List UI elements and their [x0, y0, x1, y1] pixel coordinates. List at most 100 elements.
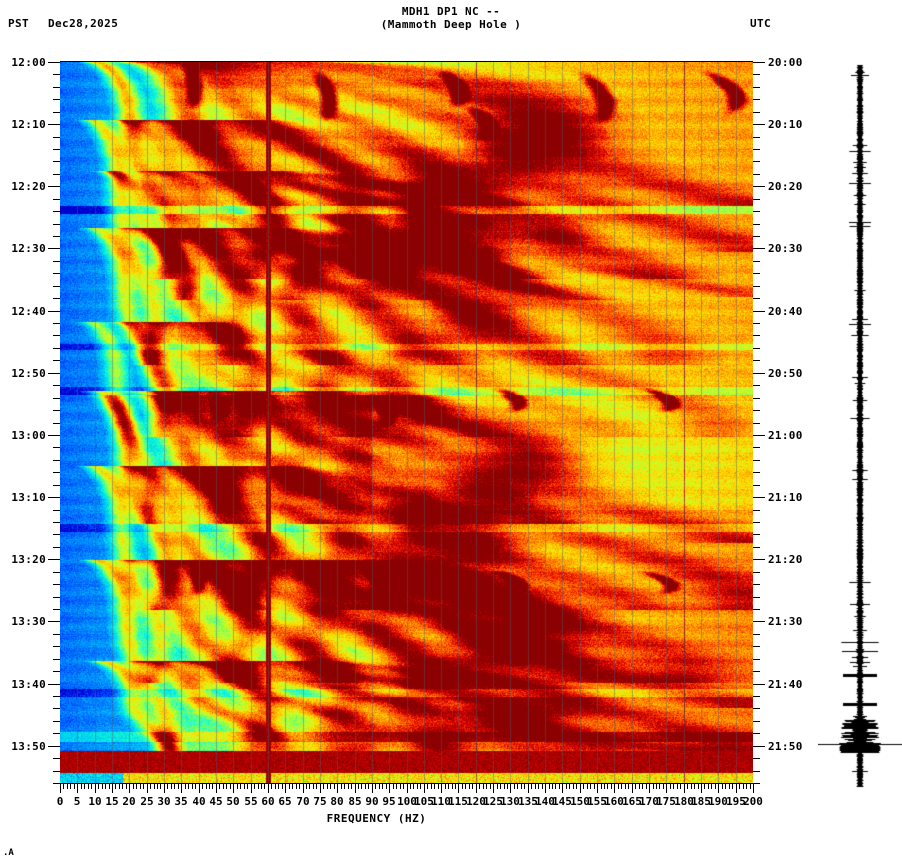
y-axis-left-minor-tick	[53, 360, 60, 361]
y-axis-right-minor-tick	[753, 447, 760, 448]
y-axis-left-major-tick	[48, 746, 60, 747]
x-axis-label: 10	[88, 795, 102, 808]
x-axis-label: 120	[466, 795, 486, 808]
x-axis-minor-tick	[670, 784, 671, 789]
y-axis-left-minor-tick	[53, 696, 60, 697]
x-axis-minor-tick	[348, 784, 349, 789]
x-axis-minor-tick	[351, 784, 352, 789]
x-axis-minor-tick	[375, 784, 376, 789]
x-axis-minor-tick	[479, 784, 480, 789]
x-axis-minor-tick	[611, 784, 612, 789]
y-axis-left-label: 12:50	[11, 367, 46, 380]
x-axis-label: 15	[105, 795, 119, 808]
x-axis-label: 145	[552, 795, 572, 808]
x-axis-major-tick	[666, 784, 667, 793]
y-axis-right-label: 21:50	[768, 740, 803, 753]
x-axis-minor-tick	[306, 784, 307, 789]
y-axis-right-minor-tick	[753, 348, 760, 349]
x-axis-major-tick	[303, 784, 304, 793]
y-axis-left-minor-tick	[53, 161, 60, 162]
x-axis-major-tick	[129, 784, 130, 793]
x-axis-minor-tick	[431, 784, 432, 789]
y-axis-left-major-tick	[48, 124, 60, 125]
x-axis-major-tick	[372, 784, 373, 793]
y-axis-left-minor-tick	[53, 609, 60, 610]
x-axis-minor-tick	[607, 784, 608, 789]
x-axis-label: 185	[691, 795, 711, 808]
y-axis-right-minor-tick	[753, 273, 760, 274]
x-axis-label: 90	[365, 795, 379, 808]
y-axis-right-label: 20:40	[768, 305, 803, 318]
x-axis-minor-tick	[438, 784, 439, 789]
x-axis-title: FREQUENCY (HZ)	[326, 812, 427, 825]
x-axis-major-tick	[441, 784, 442, 793]
x-axis-minor-tick	[729, 784, 730, 789]
y-axis-right-label: 21:40	[768, 678, 803, 691]
y-axis-right-minor-tick	[753, 261, 760, 262]
x-axis-minor-tick	[67, 784, 68, 789]
y-axis-right-label: 20:10	[768, 118, 803, 131]
x-axis-minor-tick	[694, 784, 695, 789]
x-axis-label: 80	[330, 795, 344, 808]
y-axis-right-minor-tick	[753, 398, 760, 399]
y-axis-right-minor-tick	[753, 385, 760, 386]
x-axis-major-tick	[216, 784, 217, 793]
x-axis-label: 85	[348, 795, 362, 808]
x-axis-minor-tick	[497, 784, 498, 789]
x-axis-label: 170	[639, 795, 659, 808]
x-axis-label: 110	[431, 795, 451, 808]
x-axis-minor-tick	[126, 784, 127, 789]
y-axis-right-minor-tick	[753, 671, 760, 672]
y-axis-left-label: 13:20	[11, 553, 46, 566]
y-axis-left-minor-tick	[53, 758, 60, 759]
y-axis-right-minor-tick	[753, 572, 760, 573]
y-axis-left-minor-tick	[53, 298, 60, 299]
y-axis-left-major-tick	[48, 248, 60, 249]
y-axis-left-minor-tick	[53, 149, 60, 150]
x-axis-major-tick	[493, 784, 494, 793]
x-axis-minor-tick	[219, 784, 220, 789]
x-axis-minor-tick	[361, 784, 362, 789]
y-axis-left-minor-tick	[53, 733, 60, 734]
x-axis-minor-tick	[334, 784, 335, 789]
x-axis-minor-tick	[462, 784, 463, 789]
y-axis-right-major-tick	[753, 373, 765, 374]
x-axis-minor-tick	[282, 784, 283, 789]
x-axis-label: 125	[483, 795, 503, 808]
x-axis-label: 190	[708, 795, 728, 808]
x-axis-minor-tick	[84, 784, 85, 789]
y-axis-left-label: 13:10	[11, 491, 46, 504]
x-axis-label: 140	[535, 795, 555, 808]
x-axis-minor-tick	[393, 784, 394, 789]
x-axis-minor-tick	[552, 784, 553, 789]
header-date: Dec28,2025	[48, 17, 119, 30]
x-axis-minor-tick	[206, 784, 207, 789]
x-axis-minor-tick	[604, 784, 605, 789]
x-axis-minor-tick	[524, 784, 525, 789]
x-axis-minor-tick	[486, 784, 487, 789]
x-axis-minor-tick	[264, 784, 265, 789]
y-axis-left-minor-tick	[53, 522, 60, 523]
x-axis-minor-tick	[140, 784, 141, 789]
x-axis-minor-tick	[410, 784, 411, 789]
y-axis-right-label: 20:50	[768, 367, 803, 380]
x-axis-minor-tick	[711, 784, 712, 789]
x-axis-major-tick	[164, 784, 165, 793]
x-axis-label: 5	[73, 795, 81, 808]
x-axis-minor-tick	[576, 784, 577, 789]
x-axis-minor-tick	[115, 784, 116, 789]
x-axis-major-tick	[355, 784, 356, 793]
x-axis-minor-tick	[275, 784, 276, 789]
x-axis-minor-tick	[743, 784, 744, 789]
x-axis-label: 70	[296, 795, 310, 808]
spectrogram-plot[interactable]	[60, 62, 753, 783]
x-axis-major-tick	[389, 784, 390, 793]
y-axis-right-minor-tick	[753, 721, 760, 722]
y-axis-right-minor-tick	[753, 460, 760, 461]
y-axis-left-minor-tick	[53, 174, 60, 175]
x-axis-label: 150	[570, 795, 590, 808]
x-axis-minor-tick	[427, 784, 428, 789]
y-axis-right-major-tick	[753, 497, 765, 498]
y-axis-left-minor-tick	[53, 112, 60, 113]
y-axis-left-minor-tick	[53, 472, 60, 473]
